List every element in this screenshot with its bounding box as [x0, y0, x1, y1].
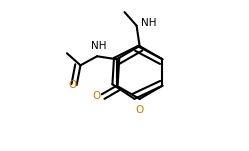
Text: O: O [92, 91, 101, 101]
Text: O: O [135, 105, 144, 115]
Text: NH: NH [91, 41, 106, 51]
Text: NH: NH [141, 18, 157, 28]
Text: O: O [68, 80, 76, 90]
